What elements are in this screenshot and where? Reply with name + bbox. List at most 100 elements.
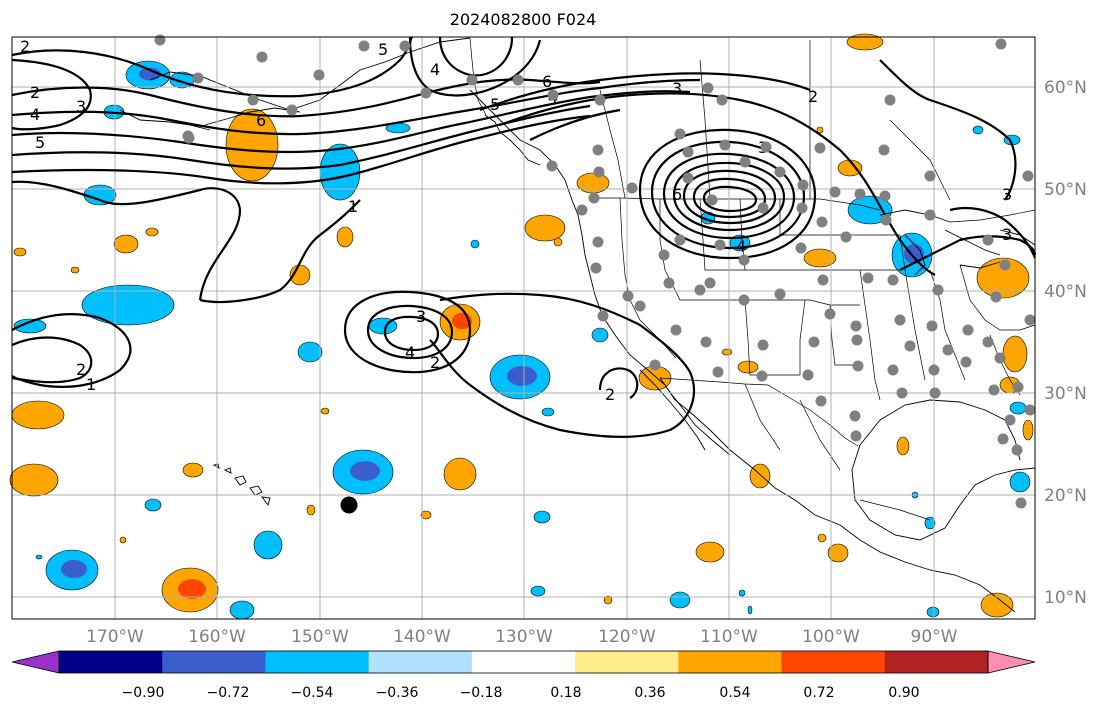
- station-marker: [466, 74, 478, 86]
- station-marker: [999, 259, 1011, 271]
- colorbar-tick-label: 0.36: [634, 685, 665, 701]
- station-marker: [547, 89, 559, 101]
- anomaly-blob: [225, 108, 279, 182]
- coastline-baja: [639, 369, 731, 456]
- station-marker: [924, 170, 936, 182]
- station-marker: [878, 144, 890, 156]
- contour-baja-small: [598, 367, 639, 399]
- anomaly-blob: [924, 516, 936, 530]
- anomaly-blob: [553, 237, 563, 247]
- anomaly-blob: [816, 126, 824, 134]
- station-marker: [286, 104, 298, 116]
- anomaly-blob: [297, 341, 323, 363]
- anomaly-blob: [976, 257, 1030, 299]
- station-marker: [942, 344, 954, 356]
- longitude-tick-label: 130°W: [495, 627, 553, 647]
- colorbar-frame: [58, 650, 989, 674]
- station-marker: [512, 74, 524, 86]
- colorbar-tick-label: 0.90: [888, 685, 919, 701]
- station-marker: [588, 192, 600, 204]
- contour-label: 6: [672, 185, 682, 204]
- latitude-tick-label: 10°N: [1044, 588, 1087, 608]
- station-marker: [774, 288, 786, 300]
- colorbar: [11, 650, 1036, 674]
- colorbar-tick-labels: −0.90 −0.72 −0.54 −0.36 −0.18 0.18 0.36 …: [122, 685, 920, 701]
- station-marker: [997, 433, 1009, 445]
- anomaly-shading: [9, 33, 1034, 620]
- colorbar-tick-label: −0.54: [291, 685, 334, 701]
- contour-label: 5: [490, 95, 500, 114]
- colorbar-tick-label: −0.36: [376, 685, 419, 701]
- station-marker: [929, 387, 941, 399]
- station-marker: [1024, 314, 1036, 326]
- latitude-axis: 60°N 50°N 40°N 30°N 20°N 10°N: [1044, 78, 1087, 608]
- map-frame: [11, 36, 1036, 620]
- station-marker: [702, 82, 714, 94]
- contour-label: 2: [30, 83, 40, 102]
- station-marker: [1015, 497, 1027, 509]
- anomaly-blob: [443, 457, 477, 491]
- station-marker: [982, 234, 994, 246]
- station-marker: [694, 284, 706, 296]
- anomaly-blob: [980, 592, 1014, 618]
- colorbar-segment: [678, 651, 783, 673]
- station-marker: [663, 277, 675, 289]
- contour-low-ring-4: [672, 161, 786, 232]
- anomaly-blob: [1009, 471, 1031, 493]
- station-marker: [592, 236, 604, 248]
- station-marker: [1012, 381, 1024, 393]
- anomaly-blob: [182, 462, 204, 478]
- anomaly-blob: [530, 585, 546, 597]
- contour-label: 4: [405, 343, 415, 362]
- station-marker: [849, 410, 861, 422]
- anomaly-blob: [669, 591, 691, 609]
- anomaly-blob: [603, 595, 613, 605]
- anomaly-blob: [524, 214, 566, 242]
- station-marker: [854, 188, 866, 200]
- anomaly-blob: [83, 184, 117, 206]
- anomaly-blob: [747, 605, 753, 615]
- colorbar-segment: [162, 651, 266, 673]
- longitude-tick-label: 170°W: [86, 627, 144, 647]
- contour-low-ring-3: [662, 152, 796, 240]
- station-marker: [814, 142, 826, 154]
- anomaly-blob-core: [61, 560, 87, 578]
- station-marker: [924, 209, 936, 221]
- anomaly-blob: [229, 600, 255, 620]
- contour-west-pacific-2: [11, 336, 93, 384]
- anomaly-blob: [35, 554, 43, 560]
- station-marker: [597, 310, 609, 322]
- station-marker: [714, 239, 726, 251]
- anomaly-blob-core: [178, 579, 206, 599]
- anomaly-blob: [972, 125, 984, 135]
- station-marker: [960, 356, 972, 368]
- contour-canada-1: [479, 72, 811, 112]
- anomaly-blob: [145, 227, 159, 237]
- station-marker: [797, 179, 809, 191]
- station-marker: [719, 139, 731, 151]
- colorbar-tick-label: 0.72: [803, 685, 834, 701]
- contour-label: 3: [1002, 225, 1012, 244]
- contour-gulf-ak-1: [11, 114, 591, 185]
- political-borders: [469, 37, 1036, 521]
- station-marker: [682, 146, 694, 158]
- center-marker: [340, 496, 358, 514]
- contour-label: 3: [1002, 185, 1012, 204]
- station-marker: [738, 254, 750, 266]
- station-marker: [817, 274, 829, 286]
- station-marker: [887, 274, 899, 286]
- station-marker: [990, 291, 1002, 303]
- anomaly-blob: [1022, 419, 1034, 441]
- longitude-axis: 170°W 160°W 150°W 140°W 130°W 120°W 110°…: [86, 627, 958, 647]
- anomaly-blob: [320, 407, 330, 415]
- contour-pacific-1: [11, 180, 242, 301]
- station-marker: [896, 387, 908, 399]
- longitude-tick-label: 110°W: [700, 627, 758, 647]
- station-marker: [626, 182, 638, 194]
- station-marker: [796, 202, 808, 214]
- anomaly-blob: [1009, 401, 1027, 415]
- contour-north-ridge-1: [408, 36, 542, 97]
- station-marker: [716, 94, 728, 106]
- station-marker: [183, 132, 195, 144]
- station-marker: [926, 320, 938, 332]
